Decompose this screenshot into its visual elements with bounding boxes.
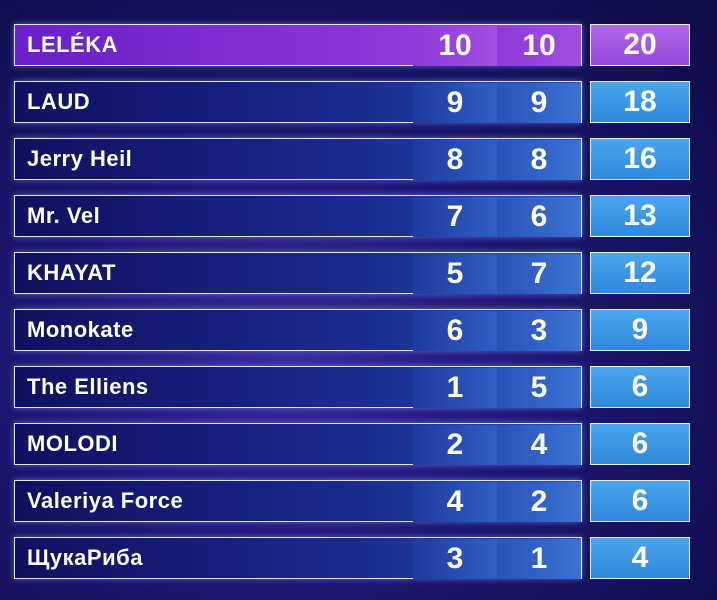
name-bar: LELÉKA 10 10: [14, 24, 582, 66]
score-cell: 7: [497, 254, 581, 294]
contestant-name: Jerry Heil: [27, 146, 133, 171]
total-score: 12: [590, 252, 690, 294]
score-cell: 2: [497, 482, 581, 522]
total-score: 4: [590, 537, 690, 579]
contestant-name: KHAYAT: [27, 260, 116, 285]
score-row: KHAYAT 5 7 12: [14, 252, 690, 294]
name-bar: The Elliens 1 5: [14, 366, 582, 408]
name-bar: Mr. Vel 7 6: [14, 195, 582, 237]
score-row: ЩукаРиба 3 1 4: [14, 537, 690, 579]
score-cell: 2: [413, 425, 497, 465]
name-bar: MOLODI 2 4: [14, 423, 582, 465]
score-cell: 4: [497, 425, 581, 465]
score-cell: 6: [497, 197, 581, 237]
score-row: LAUD 9 9 18: [14, 81, 690, 123]
contestant-name: Monokate: [27, 317, 134, 342]
contestant-name: Valeriya Force: [27, 488, 184, 513]
score-cell: 9: [497, 83, 581, 123]
contestant-name: The Elliens: [27, 374, 149, 399]
score-cell: 6: [413, 311, 497, 351]
contestant-name: Mr. Vel: [27, 203, 101, 228]
score-row: Monokate 6 3 9: [14, 309, 690, 351]
score-row: Jerry Heil 8 8 16: [14, 138, 690, 180]
score-cell: 10: [413, 26, 497, 66]
total-score: 6: [590, 366, 690, 408]
total-score: 18: [590, 81, 690, 123]
total-score: 6: [590, 423, 690, 465]
name-bar: KHAYAT 5 7: [14, 252, 582, 294]
contestant-name: LELÉKA: [27, 32, 118, 57]
score-row: Valeriya Force 4 2 6: [14, 480, 690, 522]
score-cell: 1: [413, 368, 497, 408]
score-cell: 5: [497, 368, 581, 408]
name-bar: ЩукаРиба 3 1: [14, 537, 582, 579]
score-row: MOLODI 2 4 6: [14, 423, 690, 465]
contestant-name: ЩукаРиба: [27, 545, 143, 570]
total-score: 20: [590, 24, 690, 66]
total-score: 13: [590, 195, 690, 237]
score-cell: 3: [497, 311, 581, 351]
total-score: 9: [590, 309, 690, 351]
score-cell: 3: [413, 539, 497, 579]
total-score: 6: [590, 480, 690, 522]
score-cell: 7: [413, 197, 497, 237]
score-cell: 8: [413, 140, 497, 180]
score-cell: 8: [497, 140, 581, 180]
name-bar: Valeriya Force 4 2: [14, 480, 582, 522]
score-row: Mr. Vel 7 6 13: [14, 195, 690, 237]
score-row: LELÉKA 10 10 20: [14, 24, 690, 66]
score-cell: 4: [413, 482, 497, 522]
score-cell: 1: [497, 539, 581, 579]
contestant-name: LAUD: [27, 89, 91, 114]
contestant-name: MOLODI: [27, 431, 118, 456]
score-cell: 5: [413, 254, 497, 294]
score-cell: 9: [413, 83, 497, 123]
name-bar: LAUD 9 9: [14, 81, 582, 123]
name-bar: Jerry Heil 8 8: [14, 138, 582, 180]
name-bar: Monokate 6 3: [14, 309, 582, 351]
total-score: 16: [590, 138, 690, 180]
score-row: The Elliens 1 5 6: [14, 366, 690, 408]
score-cell: 10: [497, 26, 581, 66]
